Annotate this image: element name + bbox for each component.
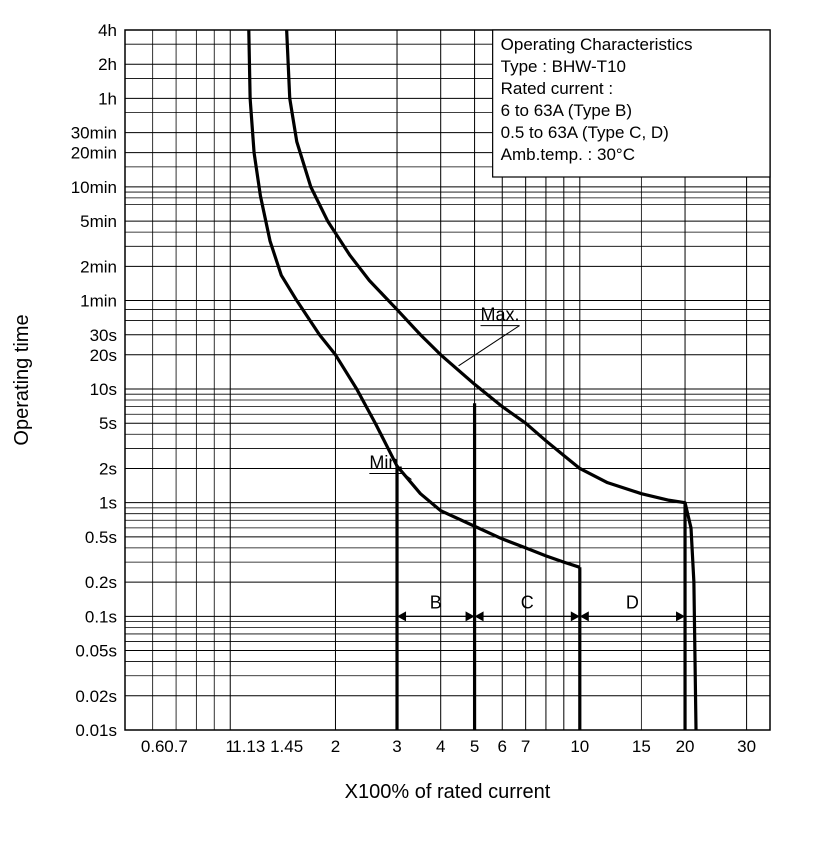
svg-text:X100% of rated current: X100% of rated current [345, 781, 551, 803]
svg-text:Operating time: Operating time [11, 314, 33, 445]
svg-text:0.6: 0.6 [141, 737, 165, 756]
svg-text:0.1s: 0.1s [85, 607, 117, 626]
svg-text:15: 15 [632, 737, 651, 756]
svg-text:10: 10 [570, 737, 589, 756]
svg-text:1min: 1min [80, 292, 117, 311]
svg-text:1s: 1s [99, 494, 117, 513]
svg-text:20s: 20s [90, 346, 117, 365]
svg-text:1.13: 1.13 [232, 737, 265, 756]
chart-container: 0.60.711.131.45234567101520300.01s0.02s0… [0, 0, 824, 850]
svg-text:30: 30 [737, 737, 756, 756]
svg-text:0.5 to 63A (Type C, D): 0.5 to 63A (Type C, D) [501, 123, 669, 142]
svg-text:D: D [626, 592, 639, 612]
svg-text:2s: 2s [99, 459, 117, 478]
svg-text:30s: 30s [90, 326, 117, 345]
svg-text:0.05s: 0.05s [75, 642, 117, 661]
svg-text:0.01s: 0.01s [75, 721, 117, 740]
svg-text:0.7: 0.7 [164, 737, 188, 756]
svg-text:0.02s: 0.02s [75, 687, 117, 706]
svg-text:5min: 5min [80, 212, 117, 231]
svg-text:0.2s: 0.2s [85, 573, 117, 592]
svg-text:4h: 4h [98, 21, 117, 40]
svg-text:7: 7 [521, 737, 530, 756]
svg-text:10min: 10min [71, 178, 117, 197]
svg-text:B: B [430, 592, 442, 612]
svg-text:6: 6 [498, 737, 507, 756]
svg-text:Amb.temp. : 30°C: Amb.temp. : 30°C [501, 145, 635, 164]
svg-text:1.45: 1.45 [270, 737, 303, 756]
svg-text:Type : BHW-T10: Type : BHW-T10 [501, 57, 626, 76]
svg-text:3: 3 [392, 737, 401, 756]
svg-text:Max.: Max. [481, 305, 520, 325]
svg-text:20min: 20min [71, 144, 117, 163]
svg-text:Rated current :: Rated current : [501, 79, 613, 98]
svg-text:0.5s: 0.5s [85, 528, 117, 547]
svg-text:Operating Characteristics: Operating Characteristics [501, 35, 693, 54]
svg-text:5s: 5s [99, 414, 117, 433]
svg-text:10s: 10s [90, 380, 117, 399]
svg-text:6 to 63A (Type B): 6 to 63A (Type B) [501, 101, 632, 120]
svg-text:5: 5 [470, 737, 479, 756]
svg-text:30min: 30min [71, 124, 117, 143]
svg-text:Min.: Min. [369, 452, 403, 472]
trip-curve-chart: 0.60.711.131.45234567101520300.01s0.02s0… [0, 0, 824, 850]
svg-text:4: 4 [436, 737, 445, 756]
svg-text:2: 2 [331, 737, 340, 756]
svg-text:2min: 2min [80, 257, 117, 276]
svg-text:C: C [521, 592, 534, 612]
svg-text:2h: 2h [98, 55, 117, 74]
svg-text:20: 20 [676, 737, 695, 756]
svg-text:1h: 1h [98, 89, 117, 108]
